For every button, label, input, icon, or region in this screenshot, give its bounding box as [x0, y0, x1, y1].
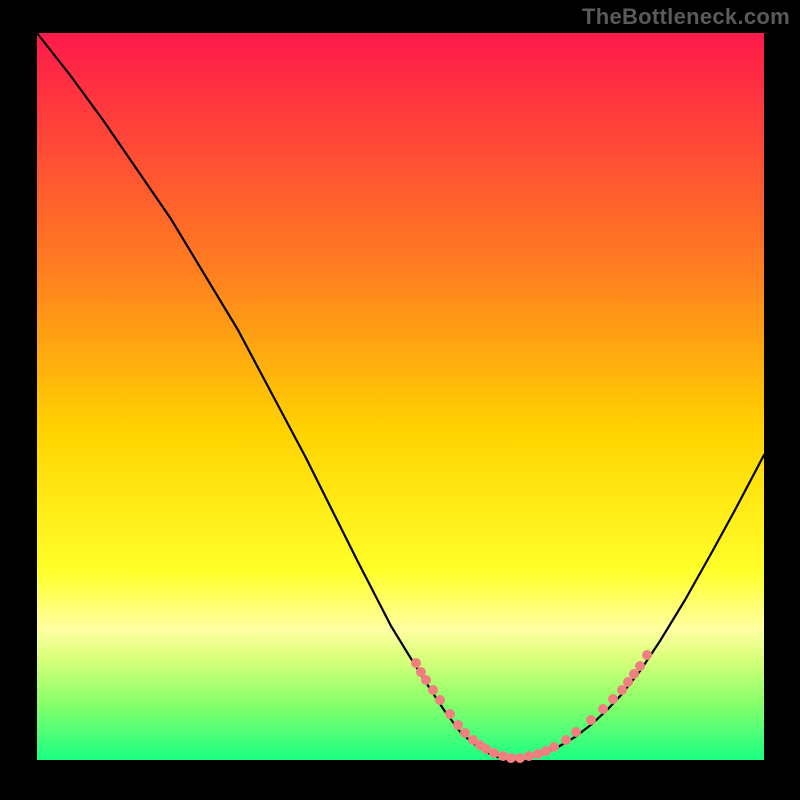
- attribution-text: TheBottleneck.com: [582, 4, 790, 30]
- stage: TheBottleneck.com: [0, 0, 800, 800]
- marker-point: [617, 685, 627, 695]
- marker-point: [549, 742, 559, 752]
- marker-point: [421, 675, 431, 685]
- marker-point: [623, 677, 633, 687]
- marker-point: [515, 753, 525, 763]
- marker-point: [561, 735, 571, 745]
- marker-point: [524, 751, 534, 761]
- marker-point: [453, 720, 463, 730]
- marker-point: [598, 704, 608, 714]
- marker-point: [411, 658, 421, 668]
- marker-point: [460, 728, 470, 738]
- marker-point: [586, 715, 596, 725]
- marker-point: [445, 709, 455, 719]
- plot-background: [37, 33, 764, 760]
- chart-svg: [0, 0, 800, 800]
- marker-point: [571, 727, 581, 737]
- marker-point: [489, 748, 499, 758]
- marker-point: [642, 650, 652, 660]
- marker-point: [506, 753, 516, 763]
- marker-point: [635, 661, 645, 671]
- marker-point: [608, 694, 618, 704]
- marker-point: [435, 695, 445, 705]
- marker-point: [428, 685, 438, 695]
- marker-point: [629, 669, 639, 679]
